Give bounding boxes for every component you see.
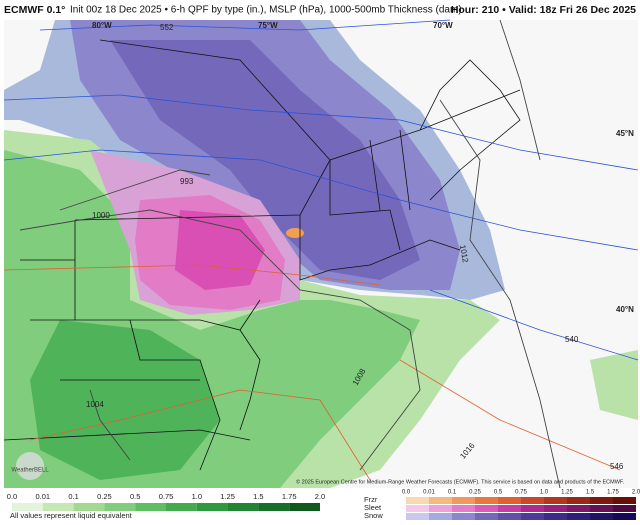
rain-swatch (42, 503, 74, 511)
rain-swatch (12, 503, 43, 511)
mix-swatch (544, 513, 567, 520)
rain-tick-label: 0.0 (7, 492, 17, 501)
type-label: Frzr (364, 495, 378, 504)
mix-tick-label: 0.0 (402, 490, 411, 496)
mix-tick-label: 0.25 (469, 490, 481, 496)
mix-swatch (521, 513, 544, 520)
mix-swatch (613, 505, 636, 512)
mix-tick-label: 1.5 (586, 490, 595, 496)
mix-swatch (406, 505, 429, 512)
mix-swatch (567, 505, 590, 512)
rain-tick-label: 0.1 (68, 492, 78, 501)
light-rain (590, 350, 638, 420)
rain-swatch (166, 503, 197, 511)
warm-thickness-contours (3, 264, 621, 481)
header-bar (0, 0, 640, 20)
model-name: ECMWF 0.1° (4, 4, 65, 16)
heavy-sleet (175, 210, 265, 290)
mix-swatch (452, 497, 475, 504)
mix-swatch (521, 497, 544, 504)
logo: WeatherBELL (11, 468, 49, 474)
mix-swatch (521, 505, 544, 512)
isobar-label: 1012 (458, 244, 470, 264)
legend: 0.0 0.01 0.1 0.25 0.5 0.75 1.0 1.25 1.5 1.75 2.0 Fr… (7, 490, 640, 520)
thickness-label: 546 (610, 462, 624, 471)
mix-swatch (544, 497, 567, 504)
mix-swatch (590, 505, 613, 512)
mix-swatch (498, 505, 521, 512)
mix-tick-label: 2.0 (632, 490, 640, 496)
thickness-label: 540 (565, 335, 579, 344)
mix-tick-label: 0.5 (494, 490, 503, 496)
mix-swatch (590, 497, 613, 504)
mix-swatch (475, 497, 498, 504)
type-label: Snow (364, 511, 383, 520)
legend-note: All values represent liquid equivalent (10, 511, 133, 520)
mix-swatch (567, 513, 590, 520)
rain-tick-label: 1.25 (220, 492, 235, 501)
rain-swatch (104, 503, 136, 511)
rain-tick-label: 1.0 (192, 492, 202, 501)
isobar-label: 1004 (86, 400, 104, 409)
rain-swatch (73, 503, 105, 511)
mix-swatch (475, 513, 498, 520)
mix-swatch (406, 513, 429, 520)
lon-label: 70°W (433, 21, 453, 30)
mix-tick-label: 1.75 (607, 490, 619, 496)
mix-tick-label: 1.25 (561, 490, 573, 496)
mix-swatch (452, 513, 475, 520)
valid-time: Hour: 210 • Valid: 18z Fri 26 Dec 2025 (451, 4, 636, 16)
rain-swatch (227, 503, 259, 511)
lat-label: 40°N (616, 305, 634, 314)
borders (3, 39, 521, 471)
rain-swatch (289, 503, 320, 511)
rain-tick-label: 0.01 (35, 492, 50, 501)
mix-swatch (429, 513, 452, 520)
mix-swatch (613, 497, 636, 504)
mix-swatch (429, 505, 452, 512)
mix-swatch (544, 505, 567, 512)
isobar-label: 1000 (92, 211, 110, 220)
mix-tick-label: 0.1 (448, 490, 457, 496)
thickness-contours (3, 19, 639, 361)
rain-swatch (135, 503, 166, 511)
mix-tick-label: 1.0 (540, 490, 549, 496)
lon-label: 80°W (92, 21, 112, 30)
header-title: Init 00z 18 Dec 2025 • 6-h QPF by type (… (70, 5, 462, 16)
rain-tick-label: 0.5 (130, 492, 140, 501)
rain-tick-label: 1.5 (253, 492, 263, 501)
mix-swatch (429, 497, 452, 504)
rain-tick-label: 1.75 (282, 492, 297, 501)
credit: © 2025 European Centre for Medium-Range … (296, 478, 625, 485)
freezing-rain (286, 228, 304, 238)
mix-swatch (406, 497, 429, 504)
isobars (19, 19, 561, 489)
mix-swatch (475, 505, 498, 512)
logo-mark (16, 452, 44, 480)
rain-swatch (196, 503, 228, 511)
mix-swatch (452, 505, 475, 512)
rain-tick-label: 0.75 (159, 492, 174, 501)
mix-swatch (613, 513, 636, 520)
mix-swatch (498, 513, 521, 520)
thickness-label: 552 (160, 23, 174, 32)
isobar-label: 993 (180, 177, 194, 186)
rain-tick-label: 2.0 (315, 492, 325, 501)
rain-swatch (258, 503, 290, 511)
mix-swatch (498, 497, 521, 504)
lon-label: 75°W (258, 21, 278, 30)
heavy-snow (110, 40, 420, 280)
map (3, 19, 639, 489)
lat-label: 45°N (616, 129, 634, 138)
mix-swatch (567, 497, 590, 504)
rain-tick-label: 0.25 (97, 492, 112, 501)
mix-tick-label: 0.01 (423, 490, 435, 496)
type-label: Sleet (364, 503, 382, 512)
mix-swatch (590, 513, 613, 520)
mix-tick-label: 0.75 (515, 490, 527, 496)
